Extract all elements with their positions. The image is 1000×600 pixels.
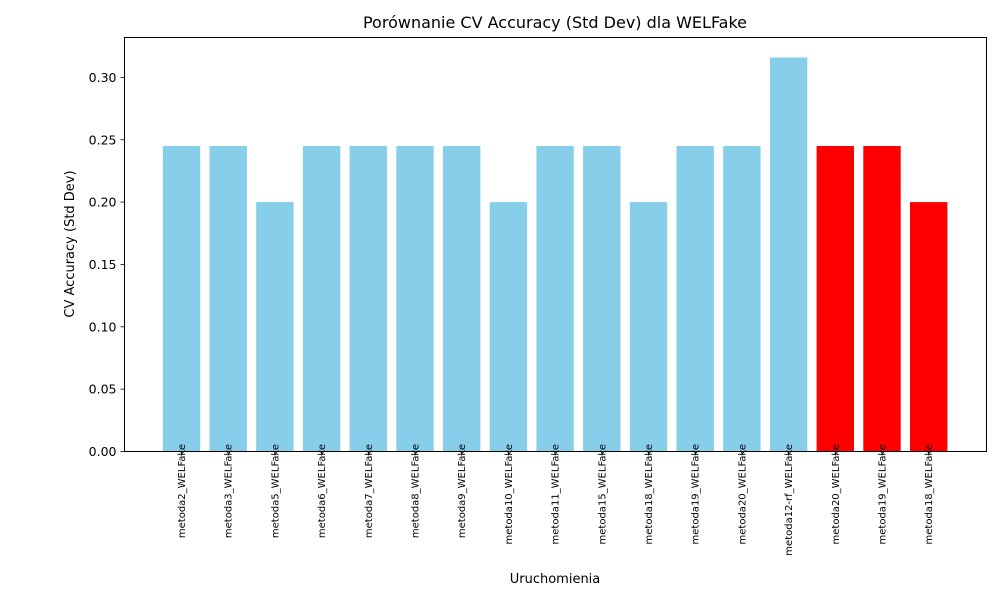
chart-title: Porównanie CV Accuracy (Std Dev) dla WEL…: [363, 13, 747, 32]
bar: [396, 146, 434, 452]
bar: [209, 146, 247, 452]
bar: [863, 146, 901, 452]
bar: [536, 146, 574, 452]
bar: [256, 202, 294, 452]
y-tick-label: 0.20: [89, 195, 117, 210]
bar: [723, 146, 761, 452]
bar: [676, 146, 714, 452]
x-axis-ticks: metoda2_WELFake metoda3_WELFake metoda5_WE…: [177, 444, 935, 556]
y-tick-label: 0.00: [89, 444, 117, 459]
x-tick-label: metoda12-rf_WELFake: [784, 444, 795, 556]
x-tick-label: metoda19_WELFake: [691, 444, 702, 544]
y-tick-label: 0.30: [89, 70, 117, 85]
bar: [302, 146, 341, 452]
x-tick-label: metoda2_WELFake: [177, 444, 188, 538]
y-tick-label: 0.10: [89, 319, 117, 334]
bar: [162, 146, 201, 452]
x-tick-label: metoda5_WELFake: [270, 444, 281, 538]
x-tick-label: metoda18_WELFake: [924, 444, 935, 544]
x-tick-label: metoda20_WELFake: [737, 444, 748, 544]
bar: [583, 146, 621, 452]
x-tick-label: metoda9_WELFake: [457, 444, 468, 538]
x-tick-label: metoda6_WELFake: [317, 444, 328, 538]
x-tick-label: metoda18_WELFake: [644, 444, 655, 544]
y-tick-label: 0.15: [89, 257, 117, 272]
y-axis-label: CV Accuracy (Std Dev): [63, 170, 78, 317]
bars-group: [162, 57, 948, 452]
y-tick-label: 0.25: [89, 132, 117, 147]
y-tick-label: 0.05: [89, 382, 117, 397]
bar: [489, 202, 528, 452]
x-tick-label: metoda11_WELFake: [551, 444, 562, 544]
y-axis-ticks: 0.00 0.05 0.10 0.15 0.20 0.25 0.30: [89, 70, 125, 459]
plot-frame: [124, 37, 987, 452]
x-tick-label: metoda15_WELFake: [597, 444, 608, 544]
x-tick-label: metoda10_WELFake: [504, 444, 515, 544]
bar: [769, 57, 808, 452]
x-tick-label: metoda19_WELFake: [878, 444, 889, 544]
x-tick-label: metoda8_WELFake: [411, 444, 422, 538]
x-axis-label: Uruchomienia: [510, 572, 601, 587]
bar: [910, 202, 948, 452]
x-tick-label: metoda20_WELFake: [831, 444, 842, 544]
bar: [816, 146, 854, 452]
x-tick-label: metoda3_WELFake: [224, 444, 235, 538]
x-tick-label: metoda7_WELFake: [364, 444, 375, 538]
bar: [443, 146, 481, 452]
bar: [629, 202, 668, 452]
bar: [349, 146, 387, 452]
